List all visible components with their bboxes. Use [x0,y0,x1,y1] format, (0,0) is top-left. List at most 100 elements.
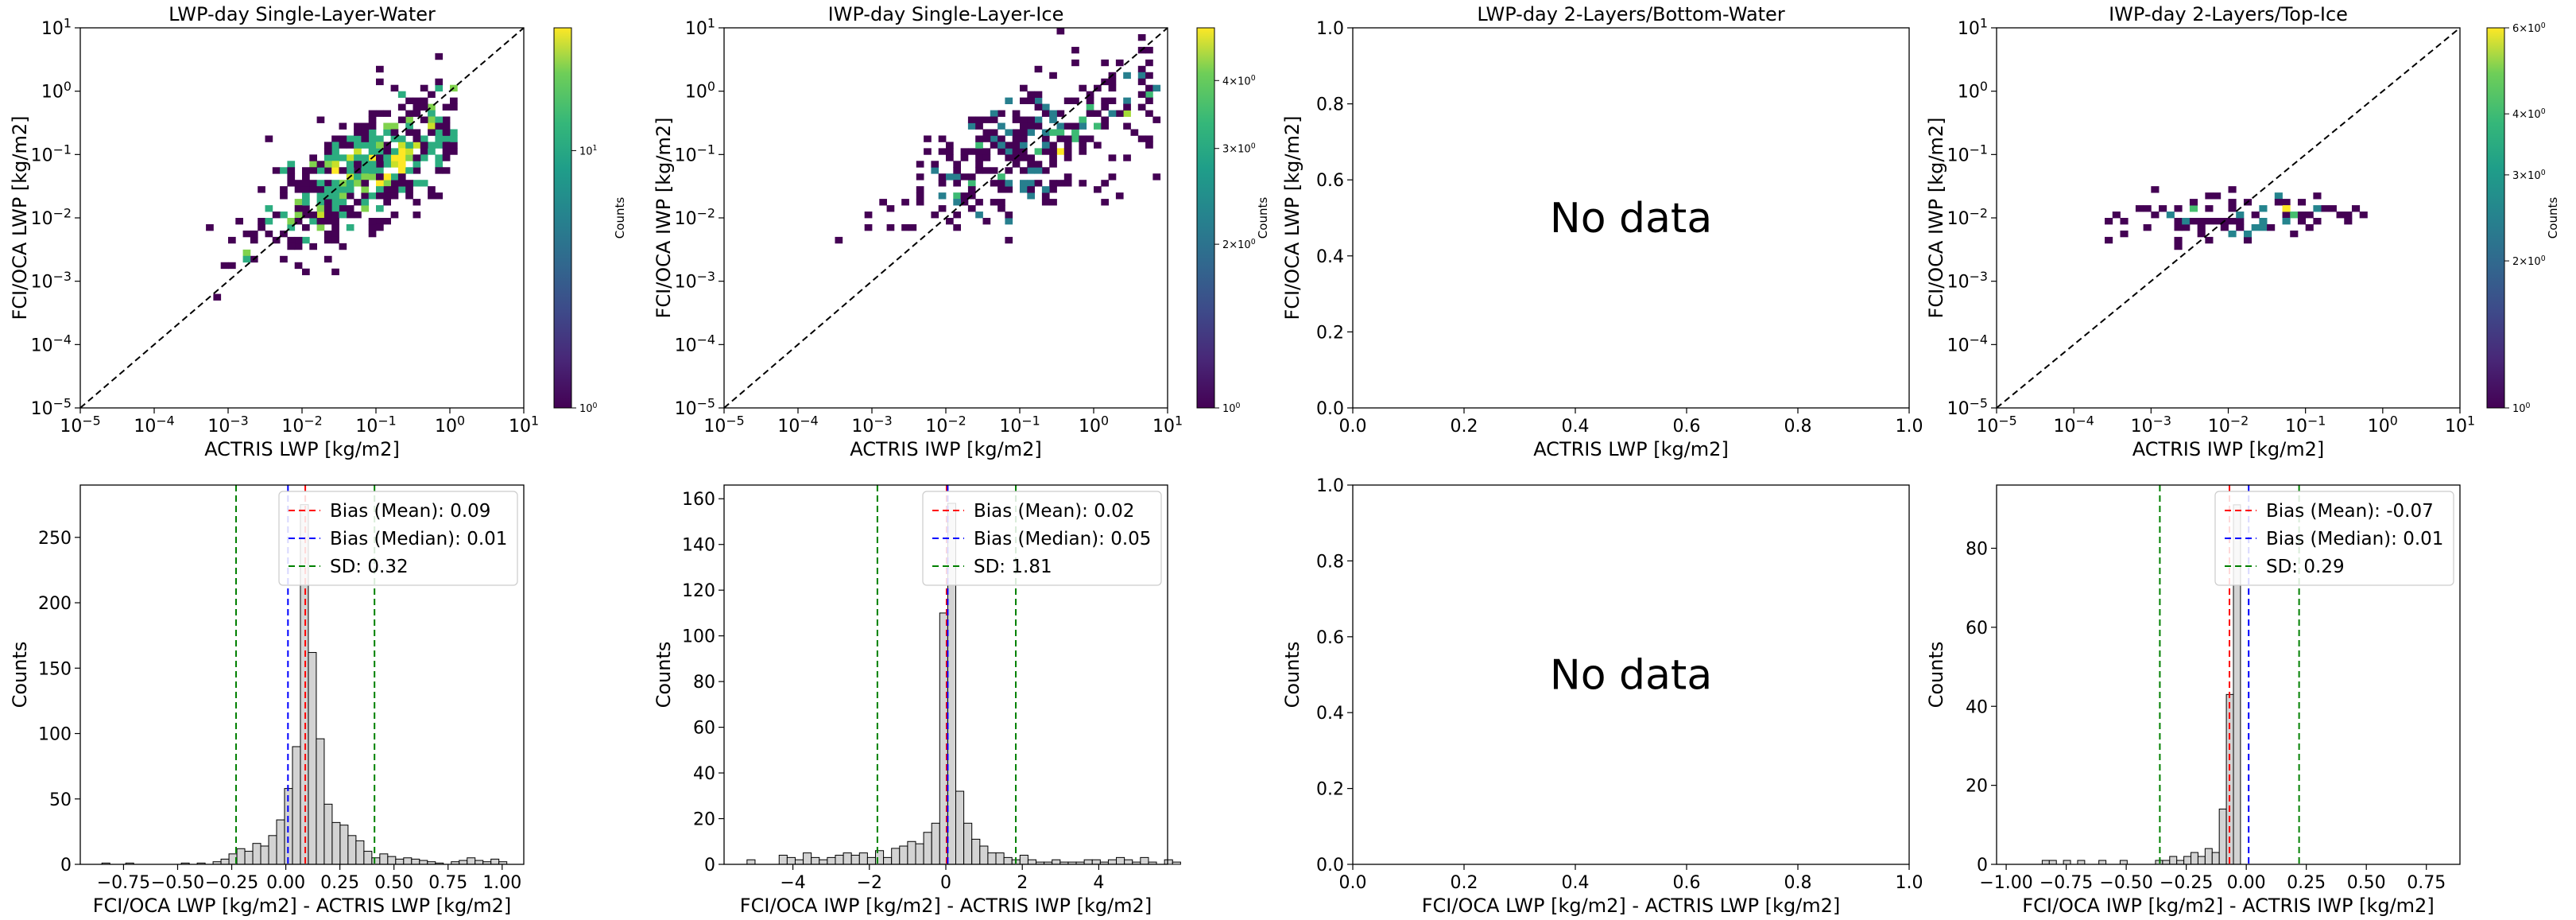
panel-a1-cell [450,142,458,149]
panel-a1-xlabel: ACTRIS LWP [kg/m2] [204,438,400,460]
panel-a1-cell [323,205,332,212]
panel-d2-bar [2077,860,2086,865]
panel-d1-cell [2189,218,2198,225]
panel-a1-cell [331,218,339,225]
panel-a1-cell [228,236,236,244]
panel-a1-cell [405,167,413,174]
panel-a1-cell [376,154,384,161]
panel-b2-bar [778,855,788,865]
panel-c1-xtick: 0.2 [1451,417,1478,437]
panel-a1-cell [331,192,339,200]
panel-a1-cell [294,186,303,193]
panel-a1-cell [302,236,310,244]
panel-d2-bar [2183,856,2192,865]
panel-d1-cell [2174,236,2183,244]
panel-a2-bar [403,857,413,865]
panel-b1-cell [1115,192,1124,200]
panel-d1-cell [2297,199,2307,206]
panel-b2-legend: Bias (Mean): 0.02 Bias (Median): 0.05 SD: … [922,491,1162,586]
panel-b1-cell [835,236,843,244]
panel-b1-ytick: 10−2 [675,205,715,229]
panel-b1-xtick: 10−1 [999,413,1040,437]
panel-c2-ytick: 0.8 [1316,552,1344,572]
panel-a1-xtick: 10−2 [281,413,322,437]
panel-d1-cbar-tick: 2×100 [2512,254,2546,268]
panel-b2-xlabel: FCI/OCA IWP [kg/m2] - ACTRIS IWP [kg/m2] [740,895,1152,917]
panel-b1-cell [1041,199,1050,206]
panel-a1-cell [368,116,377,123]
panel-d1-cell [2174,243,2183,250]
panel-a1-cell [390,161,399,168]
panel-b1-cell [1063,148,1072,155]
panel-b1-cell [864,212,873,219]
panel-a1-cell [309,218,317,225]
panel-d1-cell [2228,218,2237,225]
panel-d1-cell [2336,212,2345,219]
panel-a1-cell [368,167,377,174]
panel-b1-cell [997,173,1005,181]
panel-a1-cell [397,173,406,181]
panel-b1-cell [967,116,976,123]
panel-a1-cell [354,199,362,206]
panel-b1-ylabel: FCI/OCA IWP [kg/m2] [653,118,675,319]
panel-d1-cbar-tick: 6×100 [2512,21,2546,35]
panel-a1-cell [354,148,362,155]
panel-a1-cell [280,255,288,263]
panel-a1-cell [442,135,451,142]
panel-a1-cell [354,180,362,187]
panel-b2-ytick: 40 [693,764,715,784]
panel-d1-cell [2321,205,2330,212]
panel-b1-cell [1071,97,1079,104]
panel-b1-cell [1020,97,1028,104]
panel-a1-cell [242,249,251,257]
panel-d1-cell [2328,205,2337,212]
panel-a1-cell [323,212,332,219]
panel-d1-cell [2120,230,2129,238]
panel-a1-cell [242,255,251,263]
panel-a1-cell [294,218,303,225]
panel-a1-cell [339,205,347,212]
panel-a1-cell [331,135,339,142]
panel-b1-cell [946,218,954,225]
panel-a1-cell [354,154,362,161]
panel-a1-cell [383,218,391,225]
panel-a1-cell [323,180,332,187]
panel-d1-cell [2220,223,2229,231]
panel-b1-cell [938,205,947,212]
panel-a1-cell [413,167,421,174]
panel-a1-cell [287,223,296,231]
panel-b1-cbar-tick: 2×100 [1222,238,1256,251]
panel-a1-cell [346,154,354,161]
panel-d1-cell [2290,212,2299,219]
panel-a2-bar [347,835,357,865]
panel-b1-cell [953,161,961,168]
panel-a1-cell [435,116,444,123]
panel-a1-cell [361,135,370,142]
panel-a1-cell [323,236,332,244]
panel-b1-cell [967,173,976,181]
panel-b1-cell [967,148,976,155]
panel-b1-cell [1152,84,1161,92]
panel-b1-cell [1041,142,1050,149]
panel-b1-ytick: 10−1 [675,142,715,166]
panel-a1-cell [309,180,317,187]
panel-b1-cell [1137,103,1146,111]
panel-b2-bar [819,859,828,865]
panel-c1-ytick: 0.6 [1316,171,1344,191]
panel-d2-bar [2197,856,2206,865]
panel-b1-cell [953,212,961,219]
panel-b1-cell [960,154,969,161]
panel-b1-xtick: 10−2 [925,413,966,437]
panel-a1-cell [361,142,370,149]
panel-a1-cell [376,65,384,73]
panel-a1-cell [420,135,428,142]
panel-a1-cell [258,218,265,225]
panel-b1-cell [990,135,998,142]
panel-b1-cell [1145,84,1153,92]
panel-b2-bar [1107,859,1118,865]
panel-d1-cell [2166,212,2175,219]
panel-d1-xtick: 100 [2368,413,2398,437]
panel-b1-ytick: 10−3 [675,269,715,293]
panel-b2-bar [803,852,812,865]
panel-d2-bar [2169,856,2178,865]
